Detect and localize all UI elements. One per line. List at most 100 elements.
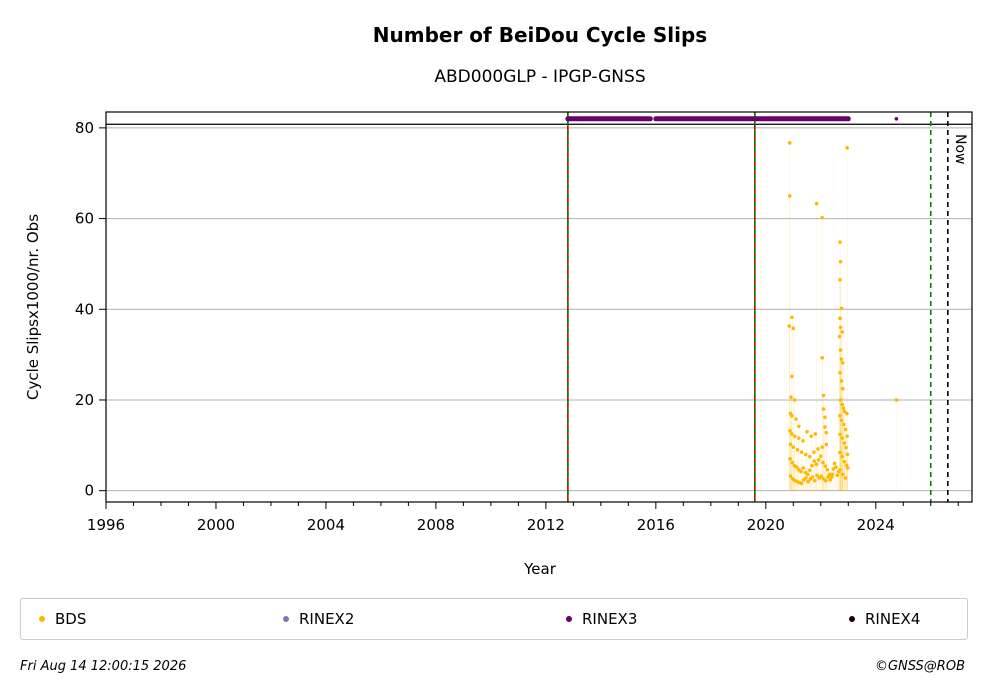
bds-point [838,259,843,264]
bds-point [834,465,838,469]
bds-point [827,472,832,477]
bds-point [790,460,795,465]
bds-point [812,478,817,483]
bds-point [824,442,829,447]
bds-point [810,475,815,479]
bds-point [829,475,834,479]
y-axis-label: Cycle Slipsx1000/nr. Obs [24,214,42,400]
bds-point [792,398,797,402]
bds-point [823,478,828,483]
bds-point [790,432,794,436]
bds-point [835,473,840,478]
bds-point [789,395,793,400]
bds-point [843,476,848,480]
bds-point [844,463,849,468]
bds-point [788,442,793,447]
bds-point [845,434,849,439]
bds-point [815,473,819,478]
legend-item-bds: BDS [39,599,86,639]
legend-label-rinex3: RINEX3 [582,610,638,628]
legend: BDS RINEX2 RINEX3 RINEX4 [20,598,968,640]
legend-item-rinex2: RINEX2 [283,599,354,639]
bds-point [844,445,848,450]
legend-item-rinex4: RINEX4 [849,599,920,639]
bds-point [831,467,835,471]
bds-point [787,324,791,328]
plot-frame [105,111,973,503]
x-tick-label-2016: 2016 [637,516,675,534]
bds-point [820,355,824,360]
bds-point [812,459,816,463]
bds-point [845,411,849,416]
bds-point [816,447,820,451]
bds-point [807,468,812,473]
bds-point [807,454,812,459]
bds-point [801,438,805,443]
bds-point [801,466,805,470]
bds-point [839,379,844,383]
x-tick-label-1996: 1996 [87,516,125,534]
bds-point [839,418,844,423]
bds-point [837,334,842,339]
bds-point [838,432,842,437]
bds-point [842,409,847,414]
bds-point [797,424,801,429]
bds-point [820,445,824,449]
bds-point [791,445,796,449]
bds-point [840,402,845,407]
x-axis-ticks: 1996 2000 2004 2008 2012 2016 2020 2024 [87,502,959,534]
bds-point [840,454,845,459]
bds-point [806,479,810,484]
bds-point [787,141,792,145]
legend-marker-rinex2 [283,616,289,622]
bds-point [823,425,827,429]
rinex3-point [894,117,899,121]
bds-point [812,450,816,454]
bds-point [821,393,826,398]
x-tick-label-2024: 2024 [857,516,895,534]
bds-point [843,427,848,432]
bds-point [805,472,810,477]
bds-point [823,415,827,419]
footer-timestamp: Fri Aug 14 12:00:15 2026 [20,659,187,674]
bds-point [828,477,832,482]
bds-point [839,306,844,311]
bds-point [838,325,843,330]
bds-point [894,398,899,402]
bds-point [840,472,845,477]
y-tick-label-20: 20 [75,391,94,409]
legend-marker-rinex3 [566,616,572,622]
bds-point [842,422,846,427]
bds-point [838,468,842,472]
bds-point [838,414,842,418]
bds-point [838,240,842,244]
bds-point [797,436,801,440]
y-tick-label-0: 0 [84,482,94,500]
legend-label-rinex4: RINEX4 [865,610,921,628]
bds-point [790,315,794,320]
bds-point [814,462,819,467]
bds-point [838,316,842,321]
bds-point [842,441,847,445]
y-tick-label-60: 60 [75,210,94,228]
vertical-marker-lines: Now [567,112,968,502]
bds-point [838,450,842,455]
bds-point [838,277,842,282]
y-axis-ticks: 0 20 40 60 80 [75,119,106,500]
bds-point [842,459,847,464]
bds-point [795,448,800,452]
bds-point [809,434,813,439]
bds-point [838,398,843,402]
bds-point [799,450,804,454]
bds-point [790,374,794,379]
bds-point [821,460,825,465]
bds-point [838,370,842,375]
bds-point [787,194,792,198]
now-label: Now [952,134,968,165]
bds-point [830,472,835,477]
bds-point [825,468,830,472]
bds-point [794,465,799,469]
bds-point [823,464,827,468]
bds-point [804,476,808,480]
cycle-slips-chart: Number of BeiDou Cycle Slips ABD000GLP -… [24,23,973,578]
